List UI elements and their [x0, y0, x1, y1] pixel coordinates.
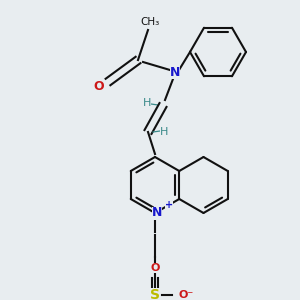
Text: O⁻: O⁻ — [178, 290, 194, 300]
Text: S: S — [150, 288, 160, 300]
Text: O: O — [94, 80, 104, 92]
Text: O: O — [150, 263, 160, 273]
Text: H: H — [143, 98, 151, 108]
Text: H: H — [160, 127, 168, 137]
Text: N: N — [152, 206, 162, 220]
Text: +: + — [165, 200, 173, 210]
Text: CH₃: CH₃ — [140, 17, 160, 27]
Text: N: N — [170, 65, 180, 79]
